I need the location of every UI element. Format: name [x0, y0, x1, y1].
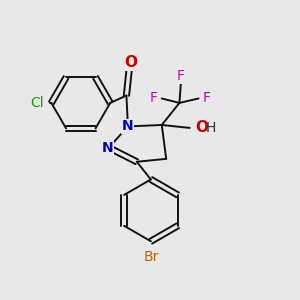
Text: N: N [101, 141, 113, 154]
Text: O: O [124, 55, 137, 70]
Text: N: N [122, 119, 134, 134]
Text: F: F [203, 92, 211, 106]
Text: Cl: Cl [30, 96, 44, 110]
Text: F: F [149, 92, 158, 106]
Text: H: H [206, 121, 216, 135]
Text: F: F [177, 69, 185, 83]
Text: Br: Br [143, 250, 159, 264]
Text: O: O [195, 120, 208, 135]
